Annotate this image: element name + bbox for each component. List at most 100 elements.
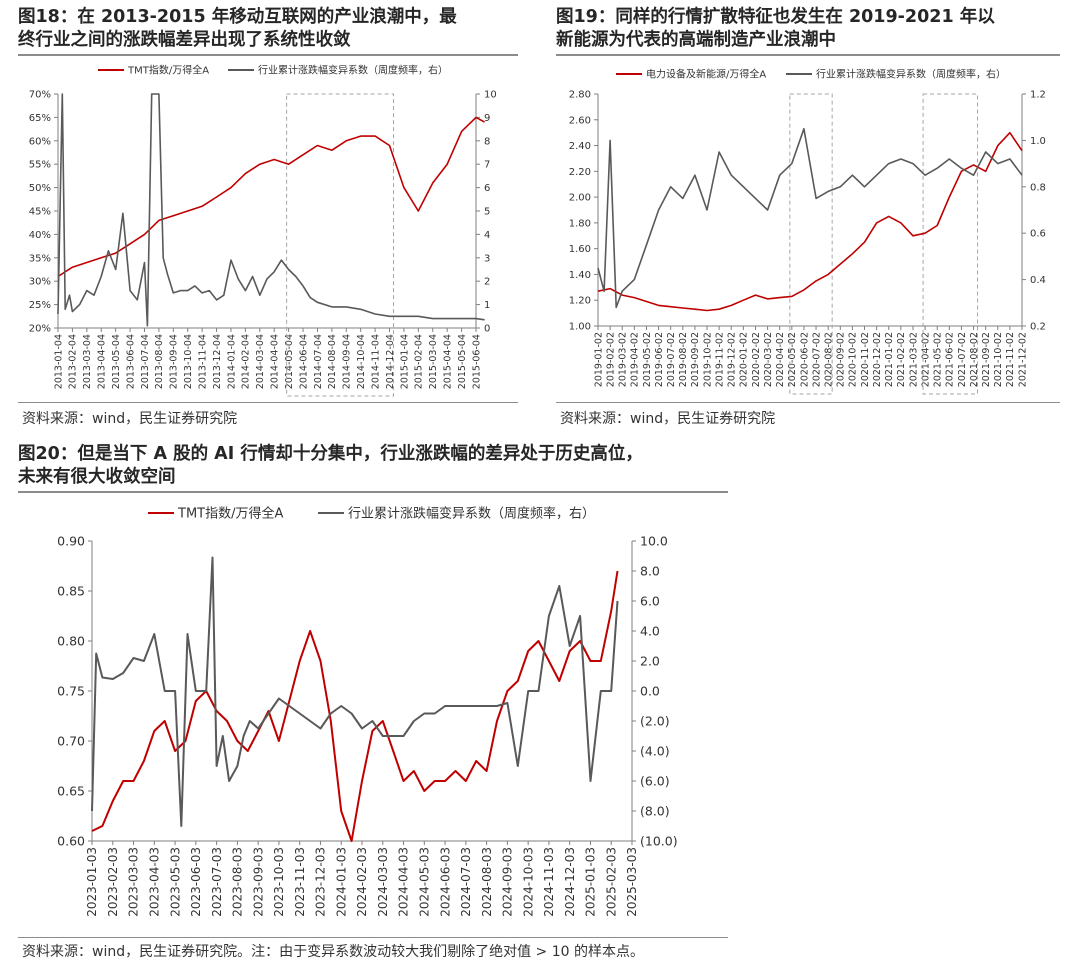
fig20-title-rule: [18, 491, 728, 493]
series-line-2: [91, 556, 619, 827]
x-tick-label: 2020-01-02: [739, 332, 750, 387]
y-left-tick-label: 25%: [29, 300, 51, 311]
fig19-title: 图19：同样的行情扩散特征也发生在 2019-2021 年以 新能源为代表的高端…: [556, 6, 1066, 52]
x-tick-label: 2019-02-02: [605, 332, 616, 387]
x-tick-label: 2021-04-02: [920, 332, 931, 387]
y-right-tick-label: 8.0: [640, 563, 660, 578]
fig20-title: 图20：但是当下 A 股的 AI 行情却十分集中，行业涨跌幅的差异处于历史高位，…: [18, 443, 738, 489]
x-tick-label: 2015-01-04: [399, 334, 410, 389]
x-tick-label: 2014-10-04: [356, 334, 367, 389]
y-right-tick-label: 1.0: [1030, 136, 1046, 147]
x-tick-label: 2021-11-02: [1005, 332, 1016, 387]
x-tick-label: 2023-05-03: [168, 847, 182, 917]
x-tick-label: 2019-08-02: [678, 332, 689, 387]
y-right-tick-label: 0.0: [640, 683, 660, 698]
fig20-chart: 0.60 0.65 0.70 0.75 0.80 0.85 0.90 (10.0) (8.0) (…: [57, 506, 677, 917]
x-tick-label: 2013-05-04: [111, 334, 122, 389]
x-tick-label: 2019-11-02: [714, 332, 725, 387]
y-right-tick-label: 8: [484, 136, 490, 147]
x-tick-label: 2023-03-03: [127, 847, 141, 917]
x-tick-label: 2021-12-02: [1017, 332, 1028, 387]
y-right-tick-label: (4.0): [640, 743, 670, 758]
y-right-tick-label: 4.0: [640, 623, 660, 638]
y-left-tick-label: 2.20: [569, 167, 591, 178]
x-tick-label: 2015-06-04: [471, 334, 482, 389]
x-tick-label: 2024-07-03: [459, 847, 473, 917]
x-tick-label: 2013-01-04: [53, 334, 64, 389]
x-tick-label: 2020-12-02: [872, 332, 883, 387]
y-left-tick-label: 2.00: [569, 193, 591, 204]
fig18-title-line-2: 终行业之间的涨跌幅差异出现了系统性收敛: [18, 30, 351, 50]
x-tick-label: 2021-09-02: [981, 332, 992, 387]
y-left-tick-label: 1.40: [569, 270, 591, 281]
x-tick-label: 2019-12-02: [727, 332, 738, 387]
y-right-tick-label: (6.0): [640, 773, 670, 788]
y-right-tick-label: 6.0: [640, 593, 660, 608]
highlight-box-1: [286, 93, 395, 397]
fig18-title-line-1: 图18：在 2013-2015 年移动互联网的产业浪潮中，最: [18, 7, 457, 27]
x-tick-label: 2024-10-03: [521, 847, 535, 917]
y-right-tick-label: (8.0): [640, 803, 670, 818]
x-tick-label: 2023-11-03: [293, 847, 307, 917]
x-tick-label: 2013-06-04: [125, 334, 136, 389]
y-left-tick-label: 0.90: [57, 533, 85, 548]
y-right-tick-label: 7: [484, 160, 490, 171]
fig19-bottom-rule: [556, 402, 1060, 403]
x-tick-label: 2013-12-04: [212, 334, 223, 389]
x-tick-label: 2019-05-02: [642, 332, 653, 387]
y-left-tick-label: 0.75: [57, 683, 85, 698]
legend-label-2: 行业累计涨跌幅变异系数（周度频率，右）: [348, 506, 595, 522]
x-tick-label: 2021-06-02: [945, 332, 956, 387]
y-right-tick-label: 0.6: [1030, 229, 1046, 240]
x-tick-label: 2014-06-04: [298, 334, 309, 389]
y-right-tick-label: 0.4: [1030, 275, 1046, 286]
y-right-tick-label: 10.0: [640, 533, 668, 548]
x-tick-label: 2021-05-02: [933, 332, 944, 387]
fig20-source: 资料来源：wind，民生证券研究院。注：由于变异系数波动较大我们剔除了绝对值 >…: [22, 944, 644, 960]
series-line-1: [597, 131, 1023, 312]
y-right-tick-label: 9: [484, 113, 490, 124]
x-tick-label: 2013-02-04: [68, 334, 79, 389]
y-right-tick-label: 0.2: [1030, 322, 1046, 333]
y-left-tick-label: 65%: [29, 113, 51, 124]
x-tick-label: 2023-12-03: [314, 847, 328, 917]
y-left-tick-label: 40%: [29, 230, 51, 241]
x-tick-label: 2020-10-02: [848, 332, 859, 387]
x-tick-label: 2019-09-02: [690, 332, 701, 387]
fig19-source: 资料来源：wind，民生证券研究院: [560, 411, 776, 427]
x-tick-label: 2021-07-02: [957, 332, 968, 387]
x-tick-label: 2020-03-02: [763, 332, 774, 387]
x-tick-label: 2020-04-02: [775, 332, 786, 387]
highlight-box-1: [789, 93, 833, 395]
x-tick-label: 2013-03-04: [82, 334, 93, 389]
y-left-tick-label: 0.65: [57, 783, 85, 798]
x-tick-label: 2023-07-03: [210, 847, 224, 917]
fig19-title-rule: [556, 54, 1060, 56]
x-tick-label: 2021-08-02: [969, 332, 980, 387]
x-tick-label: 2025-03-03: [625, 847, 639, 917]
y-left-tick-label: 55%: [29, 160, 51, 171]
series-line-2: [57, 93, 485, 327]
y-right-tick-label: 3: [484, 253, 490, 264]
x-tick-label: 2013-10-04: [183, 334, 194, 389]
x-tick-label: 2019-04-02: [630, 332, 641, 387]
x-tick-label: 2024-01-03: [334, 847, 348, 917]
y-left-tick-label: 50%: [29, 183, 51, 194]
y-right-tick-label: 10: [484, 90, 497, 101]
x-tick-label: 2020-07-02: [811, 332, 822, 387]
x-tick-label: 2020-02-02: [751, 332, 762, 387]
y-left-tick-label: 2.40: [569, 141, 591, 152]
x-tick-label: 2023-04-03: [148, 847, 162, 917]
y-right-tick-label: 0.8: [1030, 182, 1046, 193]
x-tick-label: 2014-01-04: [226, 334, 237, 389]
fig20-title-line-1: 图20：但是当下 A 股的 AI 行情却十分集中，行业涨跌幅的差异处于历史高位，: [18, 444, 643, 464]
x-tick-label: 2015-02-04: [414, 334, 425, 389]
x-tick-label: 2013-09-04: [169, 334, 180, 389]
x-tick-label: 2020-06-02: [799, 332, 810, 387]
x-tick-label: 2021-01-02: [884, 332, 895, 387]
y-left-tick-label: 1.00: [569, 322, 591, 333]
x-tick-label: 2014-09-04: [342, 334, 353, 389]
y-right-tick-label: 2: [484, 277, 490, 288]
series-line-1: [91, 570, 619, 842]
highlight-box-2: [922, 93, 979, 395]
